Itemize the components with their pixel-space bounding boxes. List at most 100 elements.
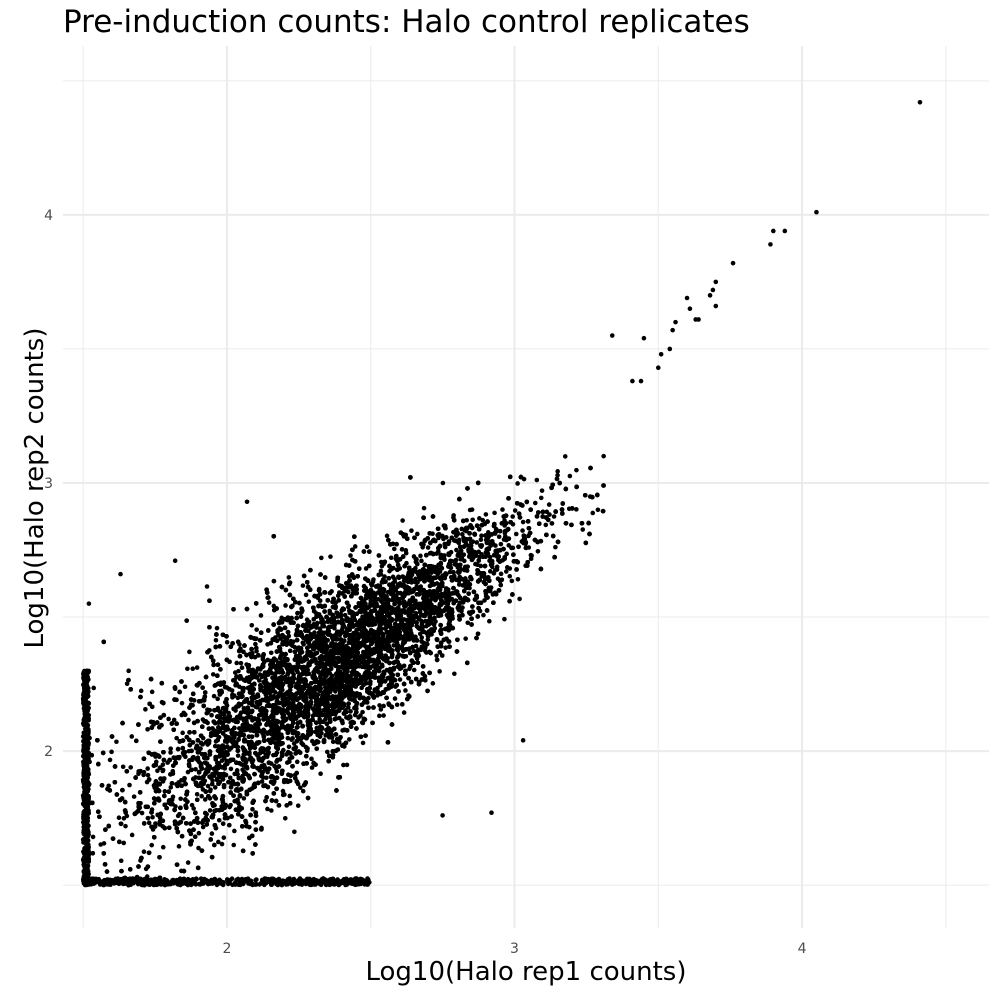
data-point <box>116 815 122 821</box>
data-point <box>442 541 448 547</box>
data-point <box>418 553 423 559</box>
data-point <box>567 473 573 479</box>
data-point <box>419 635 425 640</box>
data-point <box>287 648 293 654</box>
data-point <box>394 640 400 645</box>
data-point <box>451 513 456 518</box>
data-point <box>286 744 292 750</box>
data-point <box>474 540 480 545</box>
data-point <box>487 618 492 624</box>
data-point <box>378 707 384 712</box>
data-point <box>231 842 237 848</box>
data-point <box>390 597 395 603</box>
data-point <box>440 480 446 486</box>
data-point <box>216 839 221 845</box>
data-point <box>517 596 522 602</box>
data-point <box>339 718 345 724</box>
data-point <box>434 653 439 659</box>
data-point <box>381 713 386 718</box>
data-point <box>168 785 174 790</box>
data-point <box>504 565 510 570</box>
data-point <box>160 844 166 850</box>
data-point <box>295 803 301 808</box>
data-point <box>114 739 119 745</box>
data-point <box>149 689 155 695</box>
data-point <box>287 793 293 799</box>
data-point <box>341 762 346 768</box>
data-point <box>179 700 185 706</box>
data-point <box>384 533 390 539</box>
data-point <box>535 548 541 554</box>
data-point <box>162 789 168 794</box>
data-point <box>199 793 204 799</box>
data-point <box>210 672 216 677</box>
data-point <box>333 732 339 737</box>
data-point <box>534 477 540 483</box>
data-point <box>485 530 491 535</box>
data-point <box>174 735 179 741</box>
data-point <box>294 725 300 730</box>
data-point <box>301 642 306 647</box>
data-point <box>131 794 137 799</box>
data-point <box>520 519 526 525</box>
data-point <box>356 715 361 720</box>
data-point <box>196 845 201 851</box>
data-point <box>510 514 515 519</box>
data-point <box>346 589 351 595</box>
data-point <box>403 550 409 556</box>
data-point <box>463 636 468 641</box>
data-point <box>539 488 545 493</box>
data-point <box>155 768 160 774</box>
data-point <box>127 782 132 788</box>
data-point <box>551 514 557 519</box>
data-point <box>123 823 128 829</box>
data-point <box>454 547 459 553</box>
data-point <box>294 759 300 765</box>
data-point <box>150 814 155 820</box>
data-point <box>166 716 171 722</box>
data-point <box>282 815 288 821</box>
data-point <box>221 835 227 840</box>
data-point <box>236 737 241 742</box>
data-point <box>168 746 173 751</box>
data-point <box>492 510 497 516</box>
data-point <box>547 512 552 517</box>
data-point <box>224 639 230 645</box>
data-point <box>238 660 244 666</box>
data-point <box>479 533 484 539</box>
data-point <box>236 726 242 731</box>
data-point <box>268 650 274 656</box>
data-point <box>189 802 195 808</box>
data-point <box>145 727 150 732</box>
data-point <box>498 541 504 547</box>
data-point <box>146 820 152 826</box>
data-point <box>411 667 417 673</box>
data-point <box>236 668 241 674</box>
data-point <box>98 842 104 847</box>
data-point <box>239 665 245 671</box>
data-point <box>498 571 504 577</box>
data-point <box>227 775 233 781</box>
data-point <box>193 767 198 772</box>
data-point <box>377 713 382 719</box>
data-point <box>504 551 509 557</box>
grid-lines <box>63 46 989 928</box>
data-point <box>109 749 114 755</box>
data-point <box>190 666 196 672</box>
data-point <box>480 517 486 523</box>
data-point <box>360 709 365 715</box>
data-point <box>303 592 309 598</box>
data-point <box>128 765 133 770</box>
data-point <box>381 703 386 709</box>
data-point <box>91 685 97 691</box>
data-point <box>419 558 424 564</box>
data-point <box>177 820 183 825</box>
data-point <box>292 829 297 835</box>
data-point <box>483 512 489 517</box>
data-point <box>378 568 384 574</box>
data-point <box>205 783 211 789</box>
data-point <box>283 603 288 608</box>
data-point <box>352 544 358 549</box>
data-point <box>394 702 400 708</box>
